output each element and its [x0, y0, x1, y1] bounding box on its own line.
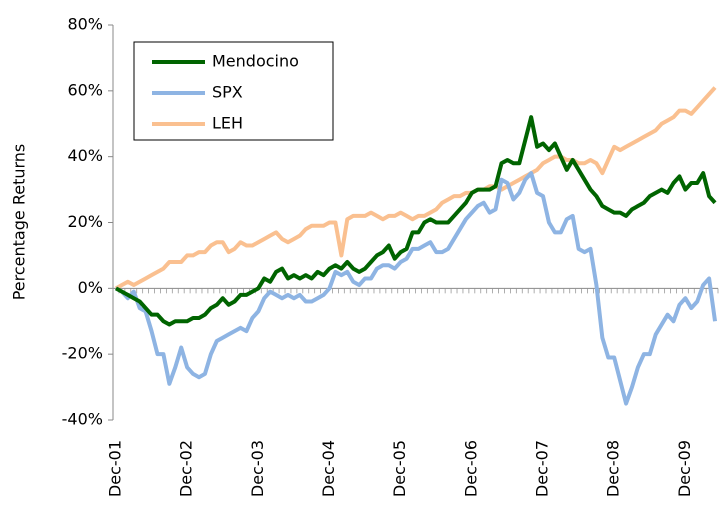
x-tick-label: Dec-02 [177, 440, 196, 497]
y-tick-label: 20% [67, 212, 103, 231]
x-tick-label: Dec-08 [604, 440, 623, 497]
series-line [114, 115, 717, 327]
y-tick-label: 40% [67, 146, 103, 165]
series-line [114, 86, 717, 291]
y-tick-label: 80% [67, 15, 103, 34]
x-tick-label: Dec-05 [390, 440, 409, 497]
legend-label: LEH [212, 114, 243, 133]
y-tick-label: -40% [62, 410, 103, 429]
x-tick-label: Dec-04 [319, 440, 338, 497]
series-line [114, 171, 718, 406]
x-tick-label: Dec-01 [105, 440, 124, 497]
y-tick-label: 60% [67, 80, 103, 99]
legend: Mendocino SPX LEH [133, 41, 334, 141]
y-axis-label: Percentage Returns [10, 144, 29, 301]
y-tick-label: -20% [62, 344, 103, 363]
legend-label: SPX [212, 83, 243, 102]
y-tick-label: 0% [78, 278, 103, 297]
legend-label: Mendocino [212, 52, 299, 71]
x-tick-label: Dec-07 [533, 440, 552, 497]
x-tick-label: Dec-06 [461, 440, 480, 497]
x-tick-label: Dec-09 [675, 440, 694, 497]
x-tick-label: Dec-03 [248, 440, 267, 497]
